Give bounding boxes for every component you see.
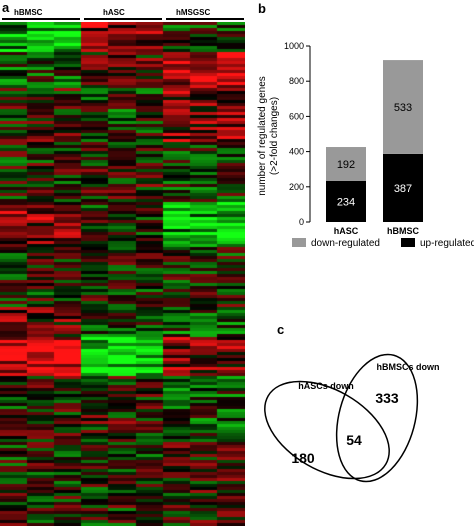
legend: down-regulated up-regulated [292,238,474,249]
venn-count-intersection: 54 [346,432,362,448]
panel-letter-a: a [2,0,10,15]
venn-set-hascs [264,380,390,480]
bar-value-label: 533 [394,102,412,114]
legend-swatch-down-regulated [292,238,306,247]
heatmap-group-bar-hbmsc [2,18,80,20]
venn-count-hascs-only: 180 [291,450,315,466]
x-axis-labels: hASC hBMSC [334,226,420,236]
bars: 234 192 387 533 [326,60,423,222]
heatmap-matrix [0,22,245,526]
heatmap-group-bar-hmsgsc [166,18,244,20]
bar-value-label: 192 [337,159,355,171]
heatmap-group-bar-hasc [84,18,162,20]
venn-label-hascs-down: hASCs down [298,381,354,391]
heatmap-group-label-hbmsc: hBMSC [14,8,43,17]
bar-hasc-down-regulated [326,147,366,181]
venn-count-hbmscs-only: 333 [375,390,399,406]
y-axis-label-line-1: number of regulated genes [257,76,268,196]
legend-label-up-regulated: up-regulated [420,238,474,249]
panel-letter-b: b [258,1,266,16]
y-axis-label-line-2: (>2-fold changes) [269,97,280,175]
x-category-label-hbmsc: hBMSC [387,226,419,236]
y-tick-label: 1000 [284,41,304,51]
panel-letter-c: c [277,322,284,337]
y-axis-ticks: 0 200 400 600 800 1000 [284,41,310,227]
venn-diagram: c hASCs down hBMSCs down 180 333 54 [264,322,440,483]
y-axis-label: number of regulated genes (>2-fold chang… [257,76,280,196]
y-tick-label: 400 [289,147,304,157]
legend-swatch-up-regulated [401,238,415,247]
bar-hasc-up-regulated [326,180,366,222]
y-tick-label: 200 [289,182,304,192]
venn-set-hbmscs [335,353,419,483]
stacked-bar-chart: b number of regulated genes (>2-fold cha… [257,1,474,249]
y-tick-label: 600 [289,111,304,121]
y-tick-label: 800 [289,76,304,86]
y-tick-label: 0 [299,217,304,227]
bar-value-label: 234 [337,196,355,208]
heatmap-panel: a hBMSC hASC hMSGSC [0,0,245,526]
bar-hbmsc-up-regulated [383,153,423,222]
x-category-label-hasc: hASC [334,226,359,236]
legend-label-down-regulated: down-regulated [311,238,380,249]
heatmap-group-label-hasc: hASC [103,8,125,17]
bar-value-label: 387 [394,183,412,195]
venn-label-hbmscs-down: hBMSCs down [377,362,440,372]
bar-hbmsc-down-regulated [383,60,423,154]
heatmap-group-label-hmsgsc: hMSGSC [176,8,211,17]
